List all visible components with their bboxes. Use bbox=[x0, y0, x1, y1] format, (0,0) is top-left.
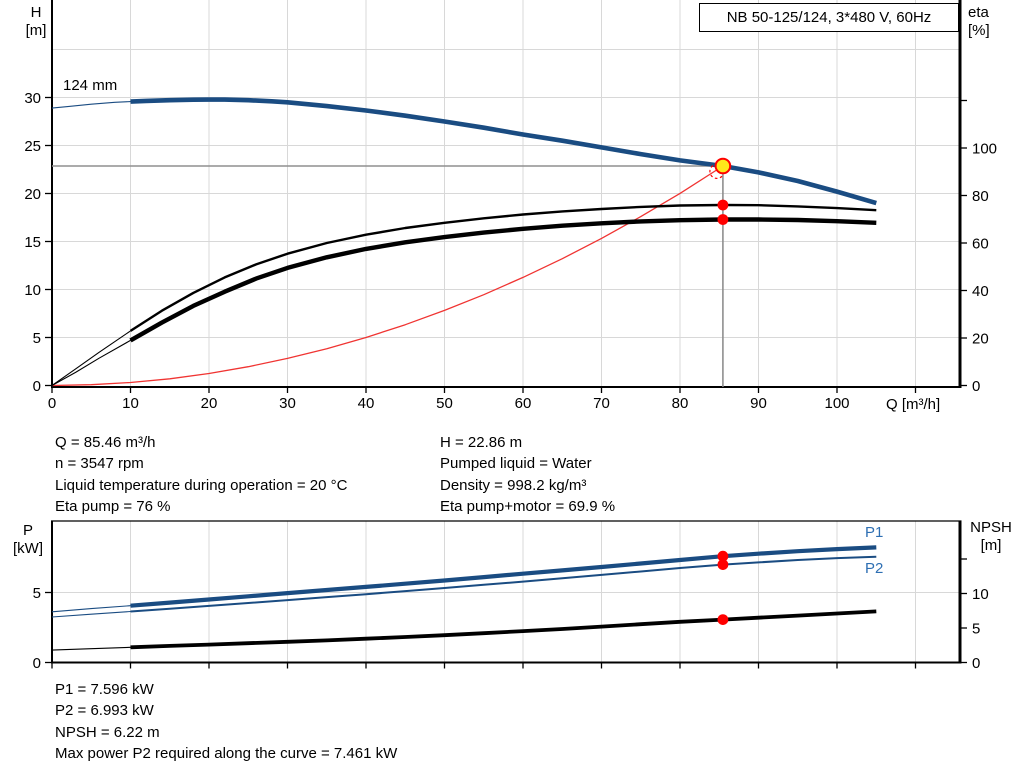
h-axis-label-line2: [m] bbox=[25, 22, 47, 39]
npsh-axis-label: NPSH [m] bbox=[962, 519, 1020, 555]
tick-label: 30 bbox=[279, 395, 296, 412]
tick-label: 60 bbox=[972, 236, 989, 253]
hq-eta-chart: 0 10 20 30 40 50 60 70 80 90 100 0 5 10 15 20 25 30 0 20 40 6… bbox=[24, 0, 997, 412]
tick-label: 20 bbox=[201, 395, 218, 412]
h-axis-label-line1: H bbox=[30, 4, 42, 21]
curve-p1 bbox=[130, 545, 877, 608]
info-density-value: Density = 998.2 kg/m³ bbox=[440, 476, 587, 494]
eta-axis-label-line1: eta bbox=[968, 4, 989, 21]
npsh-axis-label-line2: [m] bbox=[980, 537, 1002, 554]
tick-label: 40 bbox=[972, 283, 989, 300]
impeller-diameter-label: 124 mm bbox=[63, 77, 118, 94]
duty-point-marker bbox=[714, 157, 732, 175]
tick-label: 10 bbox=[122, 395, 139, 412]
curve-p2-lead bbox=[51, 610, 131, 618]
tick-label: 10 bbox=[972, 586, 989, 603]
info-flow-value: Q = 85.46 m³/h bbox=[55, 434, 156, 451]
duty-dot-marker bbox=[717, 199, 729, 211]
tick-label: 0 bbox=[972, 378, 980, 395]
info-head-value: H = 22.86 m bbox=[440, 434, 523, 451]
tick-label: 0 bbox=[972, 655, 980, 672]
duty-info-right: H = 22.86 m Pumped liquid = Water Densit… bbox=[440, 432, 615, 517]
curve-system-curve bbox=[51, 165, 724, 387]
info-p1-value: P1 = 7.596 kW bbox=[55, 681, 154, 698]
duty-dot-marker bbox=[717, 550, 729, 562]
curve-head-124mm-lead bbox=[51, 101, 131, 109]
npsh-axis-label-line1: NPSH bbox=[970, 519, 1012, 536]
info-p2-value: P2 = 6.993 kW bbox=[55, 702, 154, 720]
tick-label: 30 bbox=[24, 90, 41, 107]
p-axis-label-line1: P bbox=[22, 522, 33, 539]
tick-label: 80 bbox=[672, 395, 689, 412]
info-liquid-temperature: Liquid temperature during operation = 20… bbox=[55, 476, 348, 494]
curve-head-124mm bbox=[130, 97, 877, 206]
info-pumped-liquid: Pumped liquid = Water bbox=[440, 455, 592, 473]
eta-axis-label: eta [%] bbox=[968, 4, 1014, 40]
curve-p1-lead bbox=[51, 605, 131, 613]
tick-label: 20 bbox=[24, 186, 41, 203]
tick-label: 40 bbox=[358, 395, 375, 412]
tick-label: 100 bbox=[824, 395, 849, 412]
curve-eta-pump-motor bbox=[129, 217, 877, 343]
eta-axis-label-line2: [%] bbox=[968, 22, 990, 39]
tick-label: 90 bbox=[750, 395, 767, 412]
tick-label: 15 bbox=[24, 234, 41, 251]
info-eta-pump-value: Eta pump = 76 % bbox=[55, 497, 171, 515]
curve-eta-pump-motor-lead bbox=[51, 339, 131, 386]
h-axis-label: H [m] bbox=[16, 4, 56, 40]
power-npsh-chart: 0 5 0 5 10 bbox=[33, 520, 989, 672]
info-max-power-p2: Max power P2 required along the curve = … bbox=[55, 744, 398, 762]
p-axis-label: P [kW] bbox=[6, 522, 50, 558]
tick-label: 80 bbox=[972, 188, 989, 205]
duty-dot-marker bbox=[717, 614, 729, 625]
tick-label: 0 bbox=[48, 395, 56, 412]
curve-npsh bbox=[130, 609, 877, 650]
info-eta-pump-motor-value: Eta pump+motor = 69.9 % bbox=[440, 497, 616, 515]
p1-curve-label: P1 bbox=[865, 524, 884, 541]
curve-npsh-lead bbox=[51, 646, 131, 651]
info-npsh-value: NPSH = 6.22 m bbox=[55, 723, 160, 741]
p2-curve-label: P2 bbox=[865, 560, 884, 577]
duty-info-left: Q = 85.46 m³/h n = 3547 rpm Liquid tempe… bbox=[55, 432, 347, 517]
tick-label: 70 bbox=[593, 395, 610, 412]
tick-label: 10 bbox=[24, 282, 41, 299]
duty-dot-marker bbox=[717, 214, 729, 225]
tick-label: 25 bbox=[24, 138, 41, 155]
tick-label: 20 bbox=[972, 331, 989, 348]
power-info-block: P1 = 7.596 kW P2 = 6.993 kW NPSH = 6.22 … bbox=[55, 679, 397, 764]
tick-label: 5 bbox=[33, 330, 41, 347]
curve-p2 bbox=[130, 555, 877, 613]
tick-label: 5 bbox=[33, 585, 41, 602]
tick-label: 0 bbox=[33, 378, 41, 395]
p-axis-label-line2: [kW] bbox=[13, 540, 43, 557]
tick-label: 50 bbox=[436, 395, 453, 412]
pump-title-box: NB 50-125/124, 3*480 V, 60Hz bbox=[699, 3, 959, 32]
tick-label: 60 bbox=[515, 395, 532, 412]
tick-label: 100 bbox=[972, 141, 997, 158]
info-speed-value: n = 3547 rpm bbox=[55, 455, 144, 473]
curve-eta-pump bbox=[129, 203, 877, 332]
q-axis-label: Q [m³/h] bbox=[886, 396, 941, 413]
tick-label: 0 bbox=[33, 655, 41, 672]
tick-label: 5 bbox=[972, 621, 980, 638]
curve-eta-pump-lead bbox=[51, 330, 131, 386]
duty-dot-marker bbox=[717, 559, 729, 570]
